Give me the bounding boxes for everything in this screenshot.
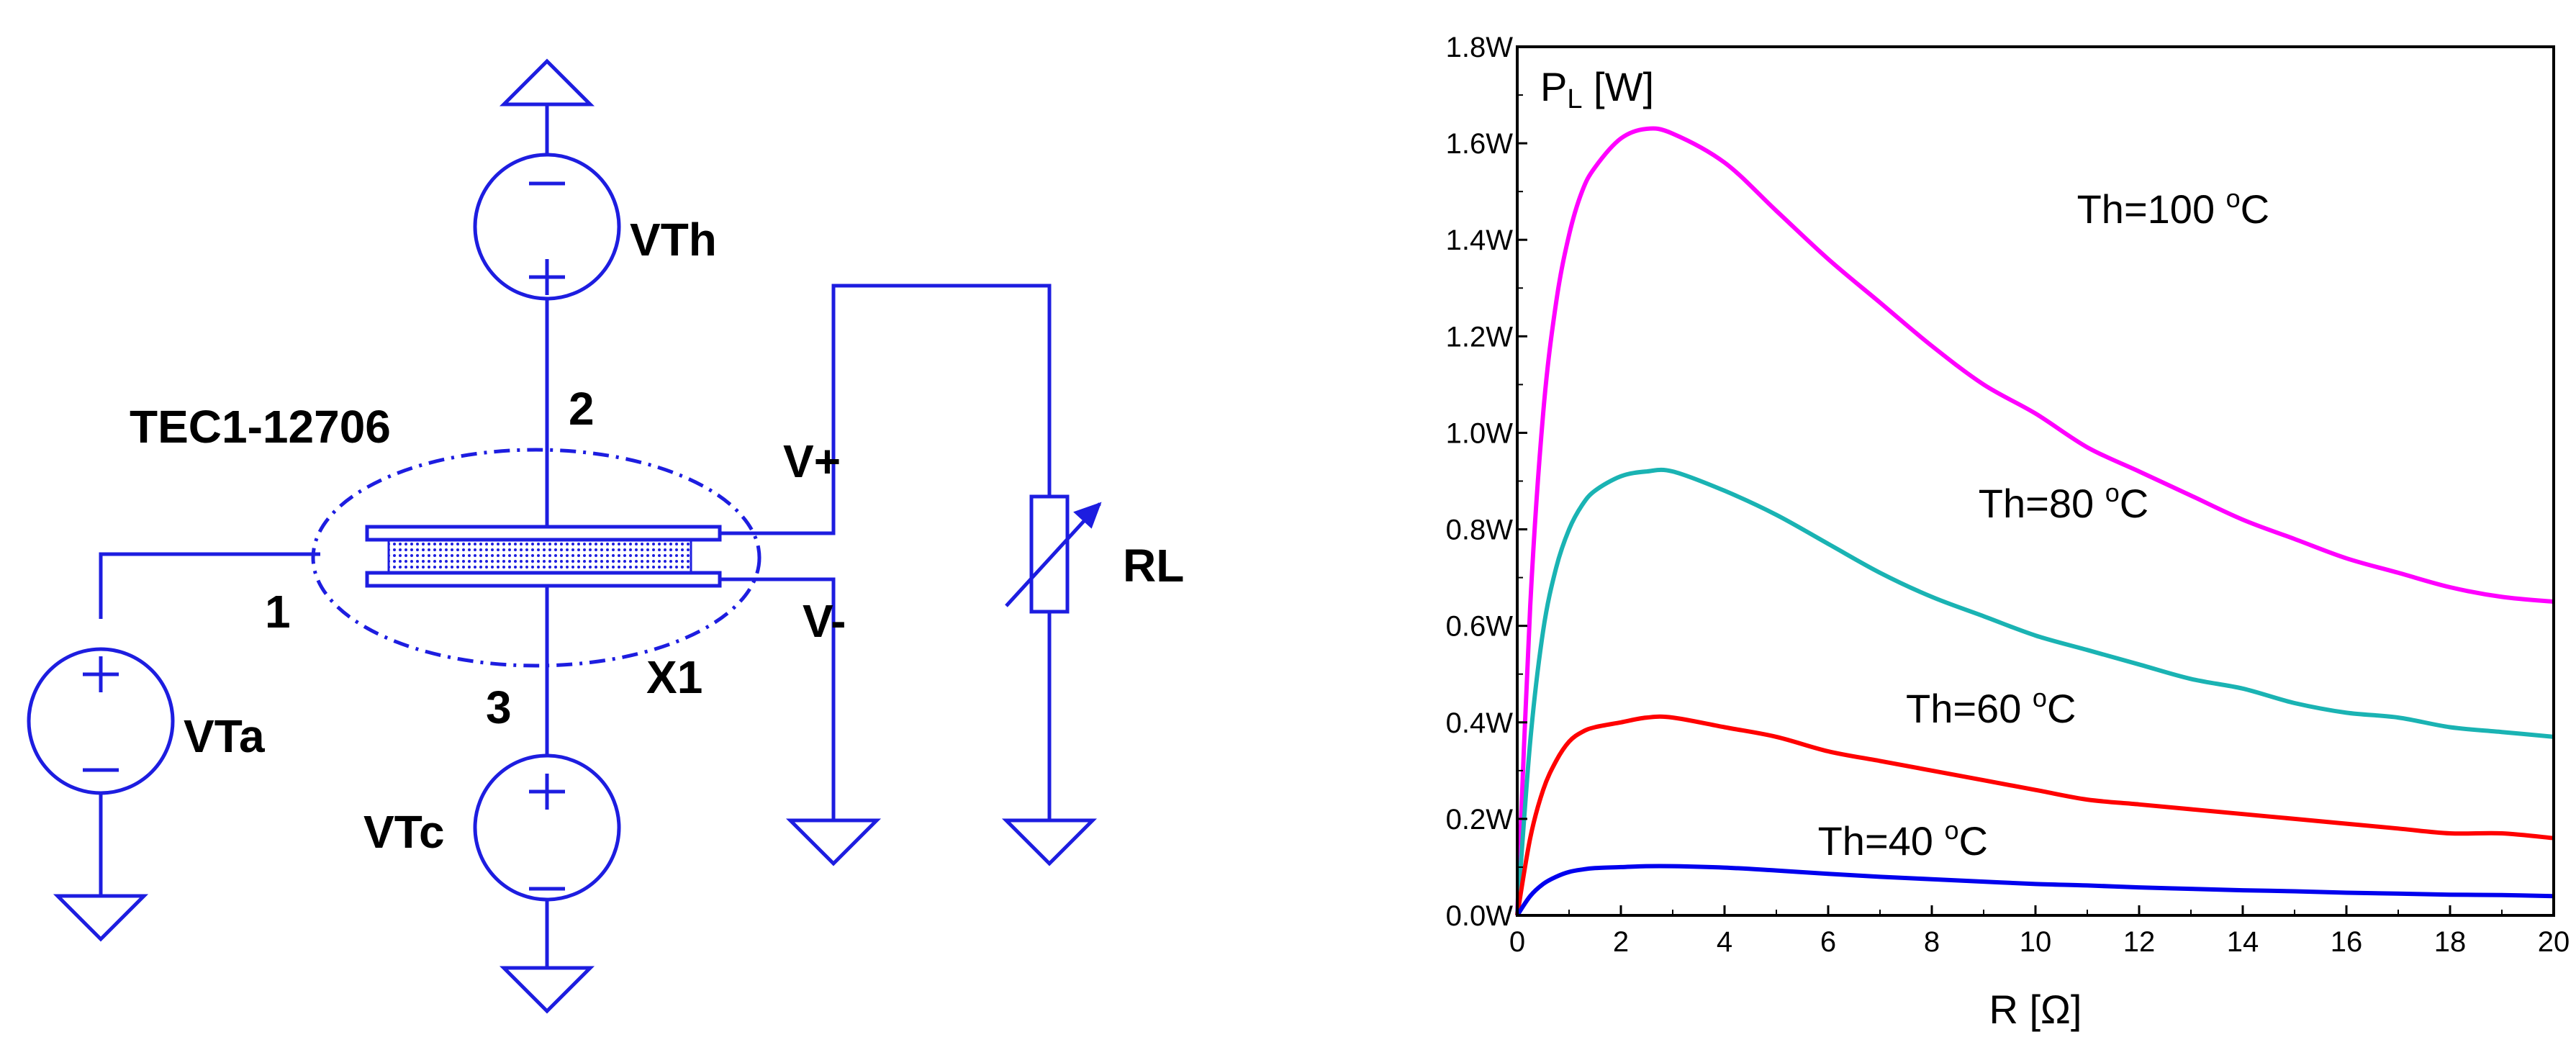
- tec-model-label: TEC1-12706: [130, 401, 391, 453]
- annotation-unit: C: [2120, 481, 2148, 526]
- series-line-1: [1515, 126, 2554, 916]
- x-tick-label: 18: [2434, 926, 2467, 958]
- vminus-label: V-: [803, 595, 846, 647]
- annotation-superscript: o: [2105, 478, 2120, 507]
- ground-symbol-vta: [53, 894, 149, 942]
- series-line-2: [1515, 467, 2554, 916]
- x-tick-label: 16: [2331, 926, 2363, 958]
- x-tick-label: 12: [2123, 926, 2156, 958]
- series-annotation-1: Th=100 oC: [2077, 184, 2270, 232]
- annotation-text: Th=40: [1818, 818, 1945, 864]
- annotation-superscript: o: [2226, 184, 2241, 213]
- annotation-unit: C: [2047, 686, 2076, 731]
- ground-symbol-vtc: [499, 966, 595, 1014]
- power-chart: 0 2 4 6 8 10 12 14 16 18 20 0.0W 0.2W 0.4W 0.6W 0.8W 1.0…: [1446, 32, 2570, 1032]
- annotation-text: Th=100: [2077, 186, 2226, 232]
- tec-bottom-plate: [365, 571, 722, 588]
- y-tick-label: 0.2W: [1446, 804, 1514, 836]
- series-annotation-3: Th=60 oC: [1906, 683, 2076, 731]
- x-tick-label: 20: [2538, 926, 2570, 958]
- annotation-text: Th=80: [1979, 481, 2105, 526]
- x-tick-label: 0: [1509, 926, 1525, 958]
- x-tick-label: 8: [1924, 926, 1940, 958]
- ground-symbol-rl: [1001, 818, 1098, 866]
- rl-arrow-head: [1073, 502, 1102, 529]
- wire-node1: [99, 552, 320, 619]
- vplus-label: V+: [783, 435, 841, 487]
- y-axis-title: PL [W]: [1540, 64, 1654, 114]
- vth-label: VTh: [630, 214, 717, 266]
- series-annotation-2: Th=80 oC: [1979, 478, 2148, 526]
- y-tick-label: 0.6W: [1446, 611, 1514, 643]
- series-line-4: [1515, 864, 2554, 917]
- node3-label: 3: [486, 682, 512, 733]
- y-axis-title-subscript: L: [1567, 84, 1582, 114]
- annotation-superscript: o: [2033, 683, 2047, 712]
- series-line-3: [1515, 714, 2554, 916]
- chart-ticks-layer: 0 2 4 6 8 10 12 14 16 18 20 0.0W 0.2W 0.4W 0.6W 0.8W 1.0…: [1446, 32, 2570, 958]
- x-tick-label: 4: [1717, 926, 1732, 958]
- rl-label: RL: [1123, 540, 1184, 592]
- y-tick-label: 0.4W: [1446, 707, 1514, 739]
- x-axis-title: R [Ω]: [1989, 987, 2082, 1032]
- ground-symbol-top: [499, 58, 595, 107]
- x-tick-label: 10: [2020, 926, 2052, 958]
- y-tick-label: 1.6W: [1446, 128, 1514, 160]
- y-tick-label: 1.8W: [1446, 32, 1514, 63]
- ground-symbol-vminus: [785, 818, 882, 866]
- y-tick-label: 0.0W: [1446, 900, 1514, 932]
- annotation-unit: C: [1959, 818, 1988, 864]
- x-tick-label: 2: [1613, 926, 1629, 958]
- wire-vplus: [720, 284, 1052, 535]
- wire-vminus: [720, 577, 836, 820]
- x-tick-label: 14: [2227, 926, 2259, 958]
- annotation-unit: C: [2241, 186, 2269, 232]
- vta-label: VTa: [184, 710, 265, 762]
- annotation-text: Th=60: [1906, 686, 2033, 731]
- node2-label: 2: [569, 383, 595, 435]
- tec-top-plate: [365, 525, 722, 542]
- y-tick-label: 1.2W: [1446, 321, 1514, 353]
- series-annotation-4: Th=40 oC: [1818, 815, 1988, 864]
- vtc-label: VTc: [363, 806, 445, 858]
- tec-semiconductor-layer: [387, 538, 692, 574]
- node1-label: 1: [265, 586, 291, 638]
- x-tick-label: 6: [1820, 926, 1836, 958]
- y-axis-title-unit: [W]: [1583, 64, 1655, 109]
- y-axis-title-main: P: [1540, 64, 1567, 109]
- tec-module-outline: [311, 448, 761, 668]
- y-tick-label: 1.0W: [1446, 417, 1514, 449]
- annotation-superscript: o: [1945, 815, 1959, 845]
- chart-series-layer: [1515, 126, 2554, 917]
- rl-resistor: [1029, 494, 1070, 614]
- circuit-schematic: VTh 2 TEC1-12706 1 VTa 3 X1: [27, 58, 1184, 1014]
- y-tick-label: 0.8W: [1446, 515, 1514, 546]
- x1-label: X1: [646, 651, 702, 703]
- y-tick-label: 1.4W: [1446, 225, 1514, 256]
